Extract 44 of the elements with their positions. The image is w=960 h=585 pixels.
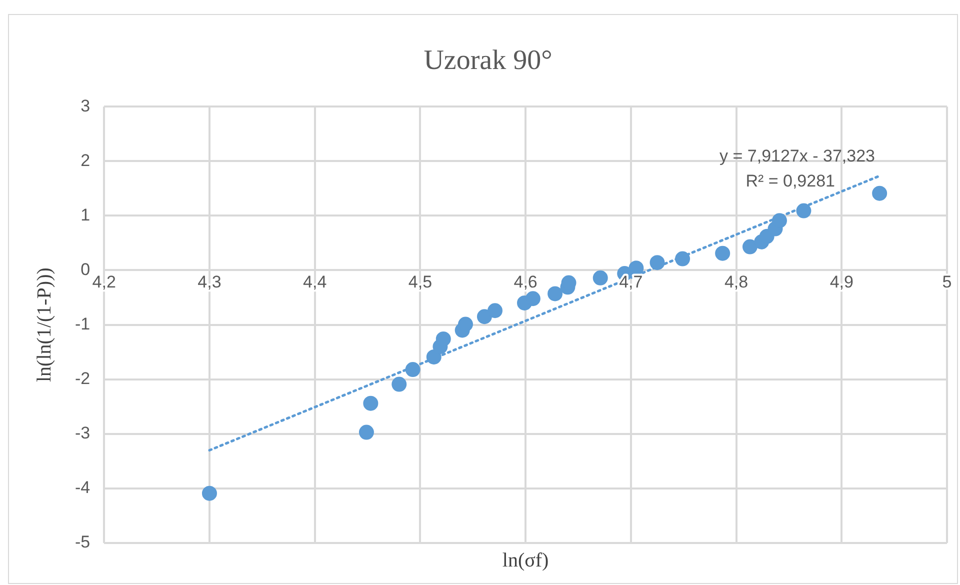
y-tick-label: -1 (74, 314, 90, 334)
x-tick-label: 5 (942, 272, 952, 292)
point (548, 286, 563, 302)
x-tick-label: 4,5 (408, 272, 432, 292)
x-tick-label: 4,4 (303, 272, 327, 292)
x-tick-label: 4,7 (619, 272, 643, 292)
x-tick-label: 4,3 (198, 272, 222, 292)
annotation: R² = 0,9281 (746, 171, 835, 190)
point (392, 376, 407, 392)
point (628, 260, 644, 276)
point (675, 251, 690, 266)
y-tick-label: 1 (80, 205, 90, 224)
y-tick-label: -3 (74, 424, 90, 443)
point (488, 303, 503, 318)
y-tick-label: 3 (80, 96, 90, 116)
point (476, 309, 492, 324)
point (592, 270, 608, 286)
point (436, 331, 451, 346)
y-tick-label: 0 (80, 260, 90, 279)
point (872, 186, 888, 201)
point (405, 362, 420, 378)
x-tick-label: 4,6 (514, 272, 538, 292)
point (715, 246, 730, 261)
point (363, 396, 378, 411)
point (202, 486, 217, 501)
annotation: y = 7,9127x - 37,323 (720, 146, 875, 166)
chart-title: Uzorak 90° (424, 45, 552, 76)
x-tick-label: 4,8 (724, 272, 748, 292)
y-tick-label: -2 (74, 369, 90, 388)
y-tick-label: -5 (74, 532, 90, 552)
point (458, 316, 474, 332)
point (796, 203, 812, 218)
y-tick-label: 2 (80, 150, 90, 170)
y-tick-label: -4 (74, 478, 90, 498)
x-tick-label: 4,9 (830, 272, 854, 292)
point (358, 424, 374, 440)
point (772, 213, 787, 228)
x-tick-label: 4,2 (92, 272, 116, 292)
point (650, 255, 665, 270)
point (426, 349, 442, 364)
point (525, 291, 540, 306)
x-axis-title: ln(σf) (502, 549, 549, 572)
y-axis-title: ln(ln(1/(1-P))) (33, 268, 56, 382)
point (742, 239, 758, 254)
